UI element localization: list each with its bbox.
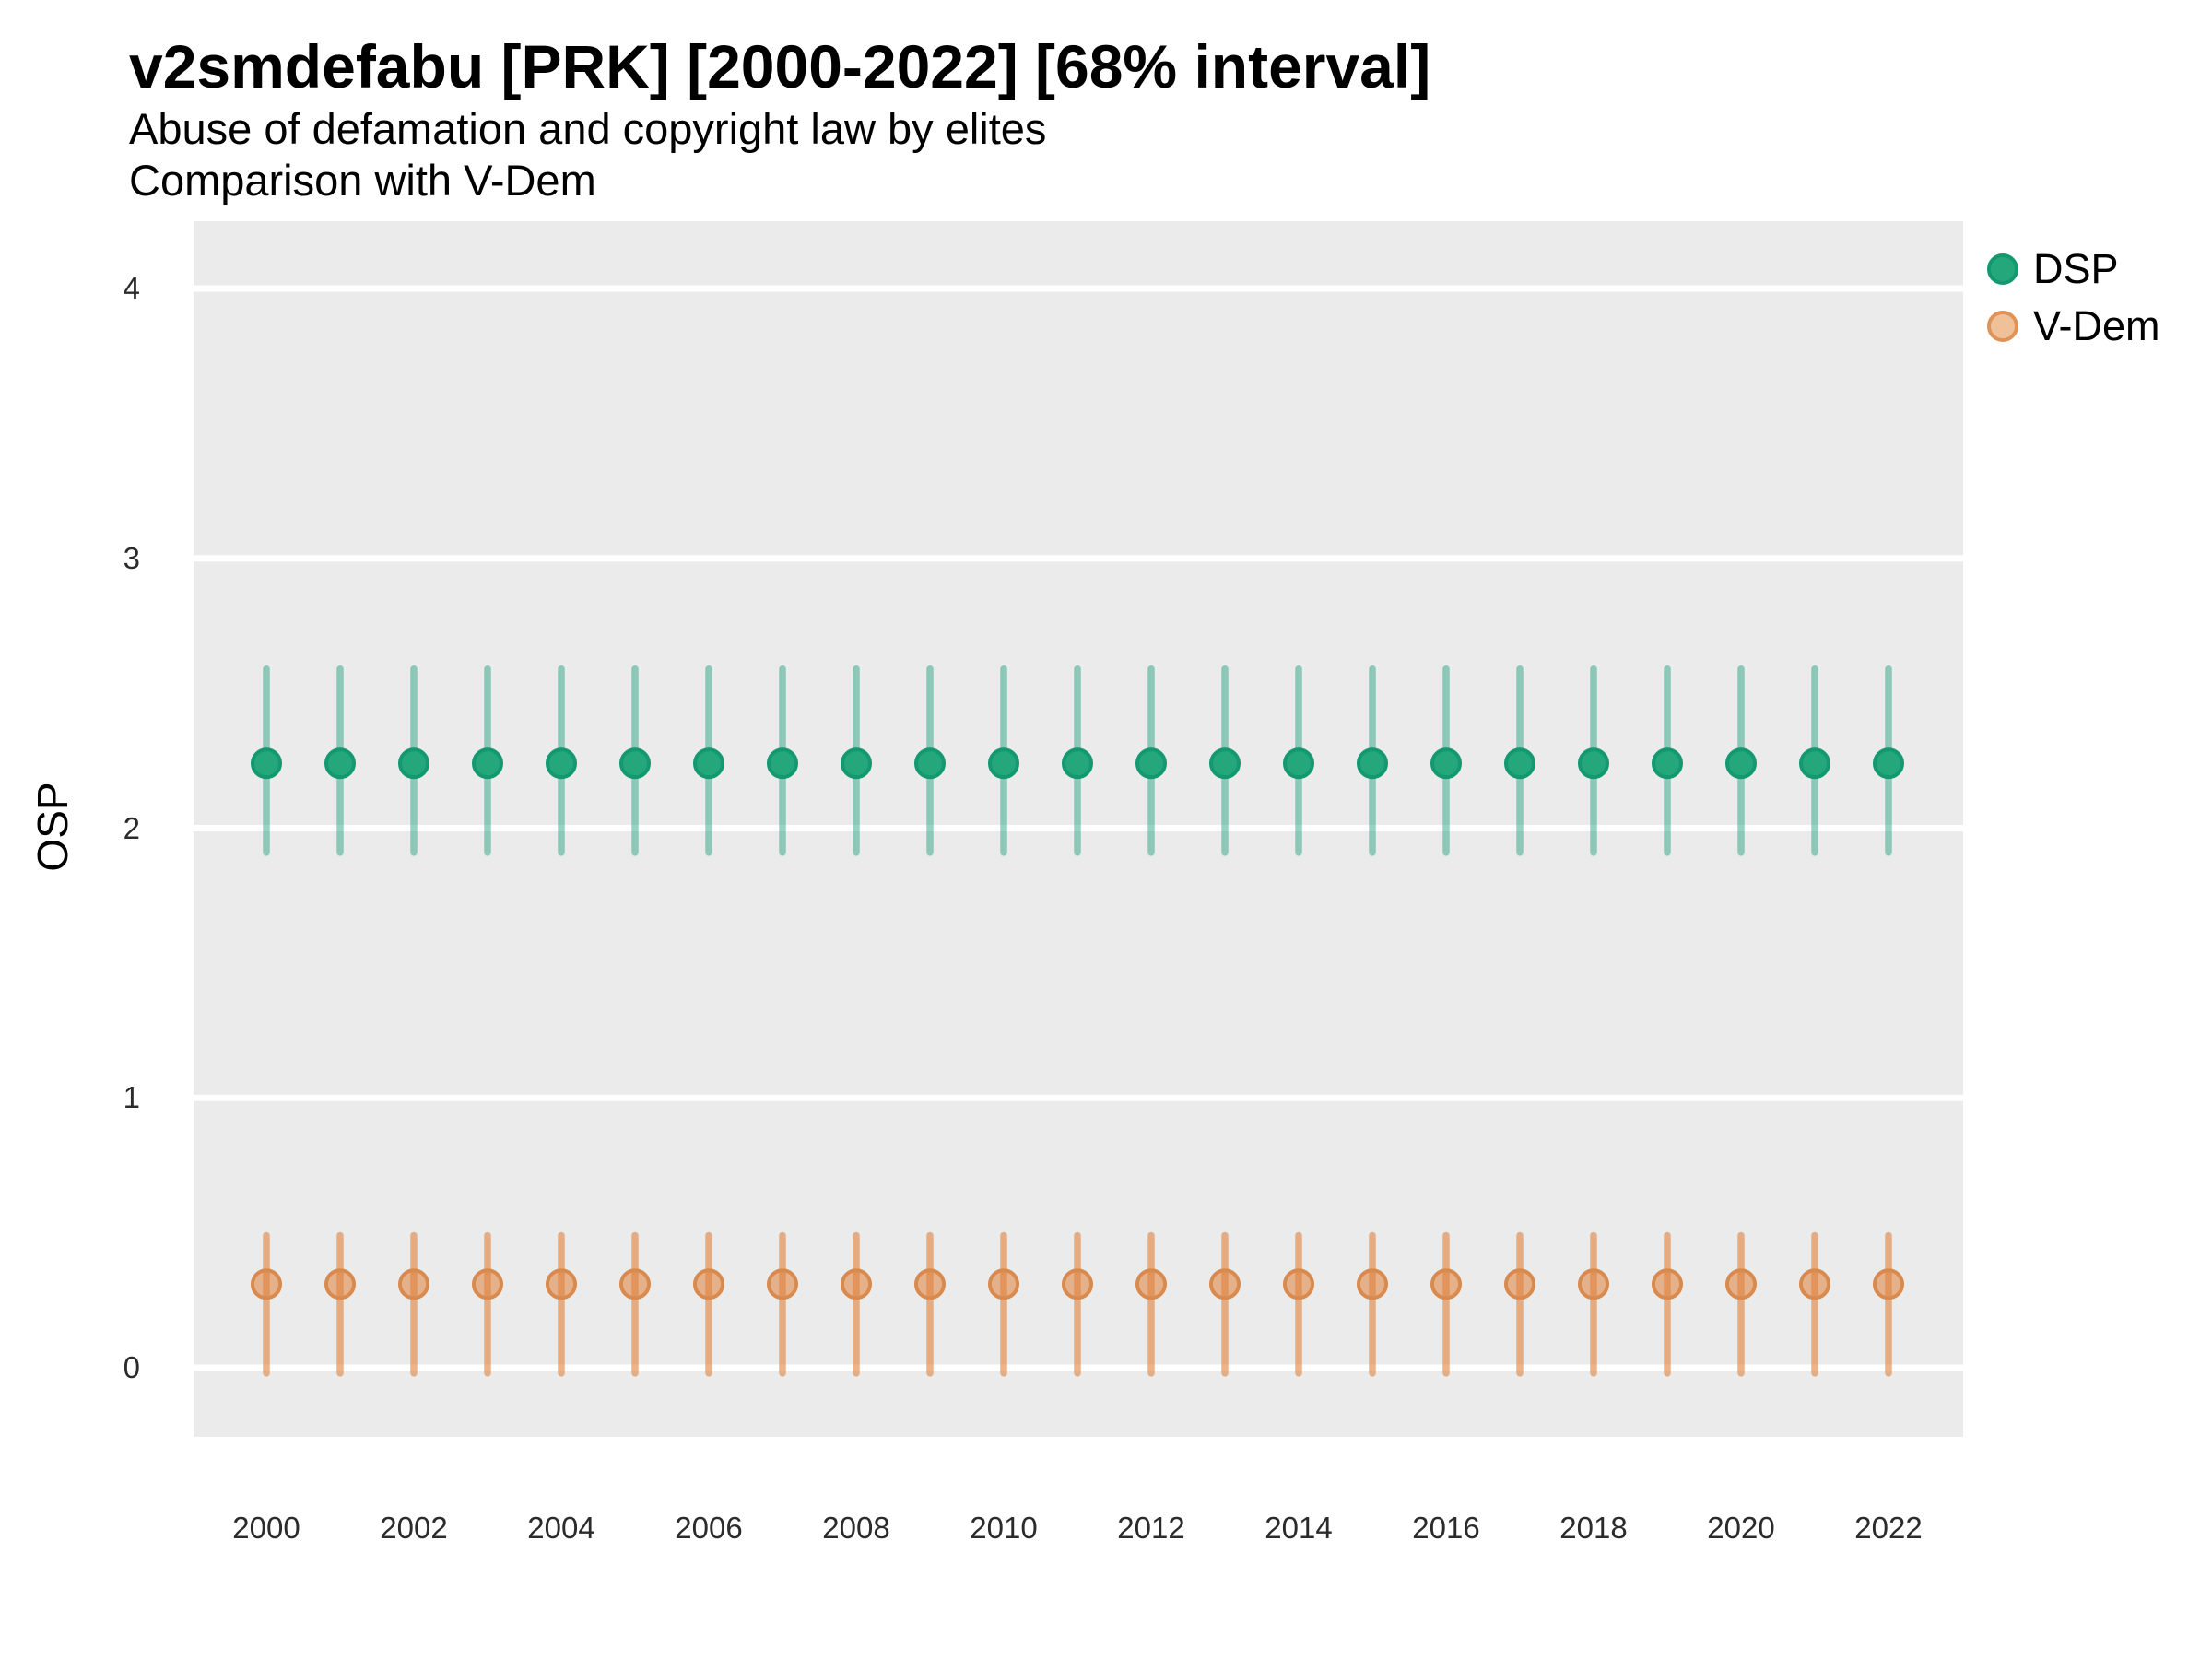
chart-subtitle: Abuse of defamation and copyright law by…: [129, 104, 1047, 153]
x-tick-label-2020: 2020: [1707, 1511, 1775, 1545]
x-tick-label-2012: 2012: [1117, 1511, 1185, 1545]
series-V-Dem-points: [251, 1268, 1904, 1300]
x-tick-label-2022: 2022: [1854, 1511, 1923, 1545]
legend-label-dsp: DSP: [2033, 244, 2119, 292]
legend-item-dsp: DSP: [1987, 245, 2160, 292]
plot-panel: [194, 221, 1963, 1437]
x-tick-label-2016: 2016: [1412, 1511, 1480, 1545]
legend-item-vdem: V-Dem: [1987, 302, 2160, 349]
y-tick-label-2: 2: [123, 810, 140, 845]
y-tick-label-4: 4: [123, 271, 140, 305]
chart-title: v2smdefabu [PRK] [2000-2022] [68% interv…: [129, 32, 1431, 100]
y-tick-label-3: 3: [123, 540, 140, 575]
legend-label-vdem: V-Dem: [2033, 301, 2160, 349]
legend-marker-dsp-icon: [1987, 253, 2018, 285]
x-tick-label-2018: 2018: [1559, 1511, 1628, 1545]
series-V-Dem-intervals: [263, 1231, 1892, 1377]
series-DSP-points: [251, 747, 1904, 780]
x-tick-label-2008: 2008: [822, 1511, 890, 1545]
x-tick-label-2006: 2006: [675, 1511, 743, 1545]
legend-marker-vdem-icon: [1987, 310, 2018, 342]
x-tick-label-2014: 2014: [1265, 1511, 1333, 1545]
x-tick-label-2004: 2004: [527, 1511, 595, 1545]
chart-subtitle-note: Comparison with V-Dem: [129, 156, 596, 205]
x-tick-label-2002: 2002: [380, 1511, 448, 1545]
x-tick-label-2000: 2000: [232, 1511, 300, 1545]
legend: DSP V-Dem: [1987, 245, 2160, 349]
plot-area: [194, 285, 1963, 1377]
x-tick-label-2010: 2010: [970, 1511, 1038, 1545]
y-tick-label-1: 1: [123, 1080, 140, 1115]
y-tick-label-0: 0: [123, 1350, 140, 1384]
